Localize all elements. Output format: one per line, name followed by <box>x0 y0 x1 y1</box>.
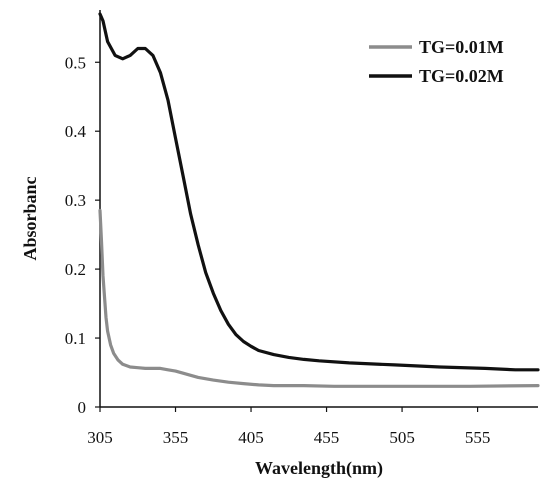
x-tick-label: 555 <box>465 428 491 447</box>
legend-label: TG=0.02M <box>419 66 504 86</box>
y-tick-label: 0.1 <box>65 329 86 348</box>
legend-label: TG=0.01M <box>419 37 504 57</box>
x-tick-label: 305 <box>87 428 113 447</box>
x-axis-label: Wavelength(nm) <box>255 458 383 479</box>
x-axis-ticks: 305 355 405 455 505 555 <box>87 407 490 447</box>
y-tick-label: 0.5 <box>65 53 86 72</box>
y-axis-ticks: 0 0.1 0.2 0.3 0.4 0.5 <box>65 53 100 417</box>
x-tick-label: 455 <box>314 428 340 447</box>
series-line-2 <box>98 12 540 372</box>
legend: TG=0.01M TG=0.02M <box>369 37 504 86</box>
y-tick-label: 0 <box>78 398 87 417</box>
x-tick-label: 355 <box>163 428 189 447</box>
x-tick-label: 505 <box>389 428 415 447</box>
series-line-1 <box>98 208 540 388</box>
y-tick-label: 0.3 <box>65 191 86 210</box>
y-axis-label: Absorbanc <box>20 176 40 260</box>
series-lines <box>98 12 540 388</box>
x-tick-label: 405 <box>238 428 264 447</box>
y-tick-label: 0.4 <box>65 122 87 141</box>
plot-area <box>99 10 538 408</box>
y-tick-label: 0.2 <box>65 260 86 279</box>
